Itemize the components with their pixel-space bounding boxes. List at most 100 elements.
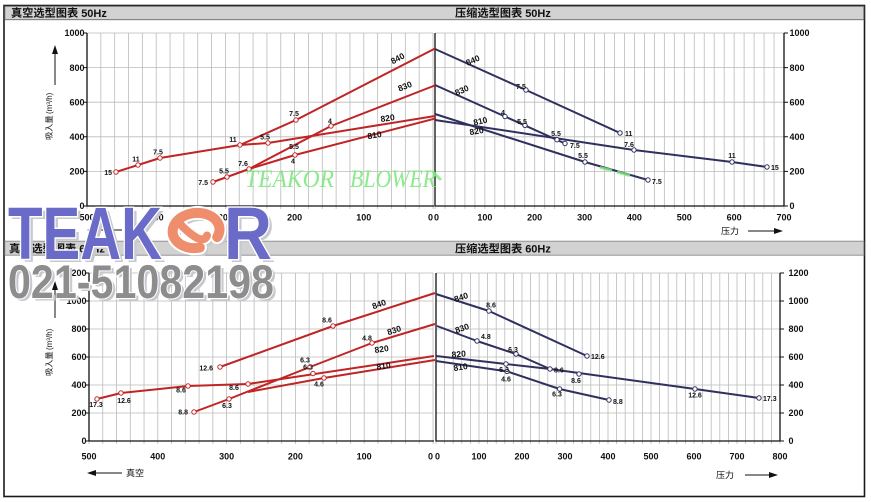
svg-text:1200: 1200: [789, 268, 809, 278]
svg-text:400: 400: [150, 452, 165, 462]
svg-text:12.6: 12.6: [199, 366, 213, 373]
svg-text:400: 400: [69, 132, 84, 142]
svg-text:7.5: 7.5: [652, 179, 662, 186]
svg-text:820: 820: [374, 343, 390, 355]
svg-text:8.6: 8.6: [176, 388, 186, 395]
svg-text:600: 600: [686, 452, 701, 462]
svg-text:8.6: 8.6: [486, 303, 496, 310]
svg-text:1000: 1000: [789, 296, 809, 306]
svg-text:6.3: 6.3: [222, 403, 232, 410]
svg-text:BLOWER: BLOWER: [350, 166, 436, 193]
svg-text:100: 100: [356, 213, 371, 223]
svg-text:500: 500: [79, 213, 94, 223]
svg-text:8.8: 8.8: [178, 410, 188, 417]
svg-text:0: 0: [435, 452, 440, 462]
svg-text:(m³/h): (m³/h): [45, 92, 54, 114]
svg-text:11: 11: [625, 131, 633, 138]
svg-text:820: 820: [451, 348, 466, 359]
svg-text:700: 700: [729, 452, 744, 462]
svg-text:100: 100: [471, 452, 486, 462]
svg-text:4: 4: [291, 159, 295, 166]
svg-text:8.6: 8.6: [322, 318, 332, 325]
svg-text:810: 810: [472, 115, 488, 128]
svg-text:60Hz: 60Hz: [525, 244, 551, 256]
svg-text:500: 500: [677, 213, 692, 223]
svg-text:12.6: 12.6: [688, 393, 702, 400]
svg-text:810: 810: [367, 129, 383, 141]
svg-text:12.6: 12.6: [591, 354, 605, 361]
svg-text:15: 15: [771, 165, 779, 172]
svg-text:820: 820: [380, 112, 396, 124]
svg-text:11: 11: [728, 153, 736, 160]
svg-text:R: R: [228, 195, 276, 278]
svg-text:840: 840: [371, 297, 388, 311]
svg-text:6.3: 6.3: [499, 367, 509, 374]
svg-text:(m³/h): (m³/h): [45, 328, 54, 350]
svg-text:800: 800: [789, 324, 804, 334]
svg-text:7.5: 7.5: [570, 143, 580, 150]
svg-text:600: 600: [727, 213, 742, 223]
svg-text:100: 100: [477, 213, 492, 223]
svg-text:15: 15: [104, 170, 112, 177]
svg-text:R: R: [224, 192, 272, 275]
svg-text:11: 11: [132, 157, 140, 164]
svg-text:800: 800: [790, 63, 805, 73]
svg-text:8.6: 8.6: [229, 385, 239, 392]
svg-text:021-51082198: 021-51082198: [11, 258, 277, 311]
svg-text:600: 600: [69, 97, 84, 107]
svg-text:7.6: 7.6: [624, 142, 634, 149]
svg-text:1200: 1200: [66, 268, 86, 278]
svg-text:50Hz: 50Hz: [525, 8, 551, 20]
svg-text:TEAKOR: TEAKOR: [245, 166, 334, 193]
svg-text:400: 400: [149, 213, 164, 223]
svg-text:4.6: 4.6: [314, 382, 324, 389]
svg-text:7.5: 7.5: [516, 84, 526, 91]
svg-text:0: 0: [434, 213, 439, 223]
svg-text:1000: 1000: [790, 28, 810, 38]
svg-text:5.5: 5.5: [517, 119, 527, 126]
svg-text:200: 200: [69, 167, 84, 177]
svg-text:5.5: 5.5: [219, 169, 229, 176]
svg-text:TEAK: TEAK: [12, 195, 166, 278]
svg-text:6.3: 6.3: [508, 347, 518, 354]
svg-text:8.6: 8.6: [554, 368, 564, 375]
svg-text:300: 300: [219, 452, 234, 462]
svg-text:7.6: 7.6: [238, 161, 248, 168]
svg-text:400: 400: [600, 452, 615, 462]
svg-text:500: 500: [81, 452, 96, 462]
svg-text:0: 0: [790, 201, 795, 211]
svg-text:6.3: 6.3: [552, 392, 562, 399]
svg-text:5.5: 5.5: [289, 144, 299, 151]
svg-text:60Hz: 60Hz: [79, 244, 105, 256]
svg-text:4.8: 4.8: [481, 334, 491, 341]
svg-text:4: 4: [328, 119, 332, 126]
svg-text:500: 500: [643, 452, 658, 462]
svg-text:200: 200: [287, 213, 302, 223]
svg-text:4: 4: [501, 110, 505, 117]
svg-text:840: 840: [453, 290, 470, 304]
svg-text:12.6: 12.6: [117, 398, 131, 405]
svg-text:800: 800: [71, 324, 86, 334]
svg-text:600: 600: [71, 352, 86, 362]
svg-text:1000: 1000: [64, 28, 84, 38]
svg-text:300: 300: [218, 213, 233, 223]
svg-text:600: 600: [789, 352, 804, 362]
svg-text:830: 830: [454, 321, 471, 335]
svg-text:400: 400: [789, 380, 804, 390]
svg-text:200: 200: [789, 408, 804, 418]
svg-text:5.5: 5.5: [260, 135, 270, 142]
svg-text:11: 11: [229, 137, 237, 144]
svg-text:7.5: 7.5: [289, 111, 299, 118]
svg-text:100: 100: [357, 452, 372, 462]
svg-text:5.5: 5.5: [551, 131, 561, 138]
svg-text:200: 200: [71, 408, 86, 418]
svg-text:200: 200: [288, 452, 303, 462]
svg-text:800: 800: [772, 452, 787, 462]
svg-text:8.8: 8.8: [613, 399, 623, 406]
svg-text:4.6: 4.6: [501, 377, 511, 384]
svg-text:6.3: 6.3: [300, 358, 310, 365]
svg-text:800: 800: [69, 63, 84, 73]
svg-text:200: 200: [527, 213, 542, 223]
svg-text:0: 0: [79, 201, 84, 211]
svg-text:810: 810: [453, 361, 469, 373]
